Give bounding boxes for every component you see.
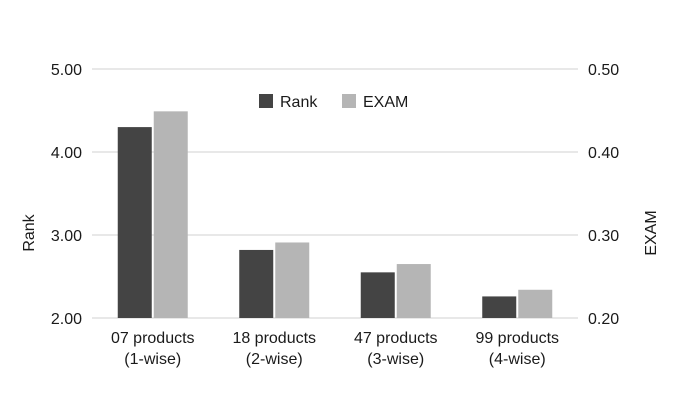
x-tick-label: 07 products (1-wise)	[111, 330, 195, 368]
x-tick-label-line: (2-wise)	[246, 351, 303, 368]
y-tick-label: 2.00	[51, 311, 82, 328]
x-tick-label-line: 99 products	[475, 330, 559, 347]
x-tick-label-line: 18 products	[232, 330, 316, 347]
bar-rank	[239, 249, 274, 318]
y-tick-label: 3.00	[51, 228, 82, 245]
x-tick-label: 18 products (2-wise)	[232, 330, 316, 368]
bar-exam	[396, 264, 431, 318]
bar-rank	[117, 127, 152, 318]
bar-exam	[518, 289, 553, 318]
legend-swatch-rank	[259, 94, 273, 108]
x-tick-label-line: (1-wise)	[124, 351, 181, 368]
legend: Rank EXAM	[259, 94, 408, 111]
y2-tick-label: 0.50	[588, 62, 619, 79]
bar-exam	[153, 111, 188, 318]
bar-rank	[482, 296, 517, 318]
y2-tick-label: 0.20	[588, 311, 619, 328]
y2-tick-label: 0.30	[588, 228, 619, 245]
legend-label-exam: EXAM	[363, 94, 408, 111]
y-tick-label: 4.00	[51, 145, 82, 162]
y-tick-label: 5.00	[51, 62, 82, 79]
legend-swatch-exam	[342, 94, 356, 108]
x-tick-label-line: 07 products	[111, 330, 195, 347]
bar-rank	[360, 272, 395, 318]
x-tick-label: 99 products (4-wise)	[475, 330, 559, 368]
x-tick-label: 47 products (3-wise)	[354, 330, 438, 368]
ticks-layer: 2.00 3.00 4.00 5.00 0.20 0.30 0.40 0.50	[51, 62, 619, 328]
x-tick-label-line: (4-wise)	[489, 351, 546, 368]
x-tick-label-line: 47 products	[354, 330, 438, 347]
bar-exam	[275, 242, 310, 318]
x-tick-label-line: (3-wise)	[367, 351, 424, 368]
y2-axis-title: EXAM	[643, 210, 660, 255]
legend-label-rank: Rank	[280, 94, 318, 111]
bars-layer	[117, 111, 553, 318]
y-axis-title: Rank	[21, 213, 38, 251]
category-labels: 07 products (1-wise) 18 products (2-wise) 47…	[111, 330, 559, 368]
y2-tick-label: 0.40	[588, 145, 619, 162]
